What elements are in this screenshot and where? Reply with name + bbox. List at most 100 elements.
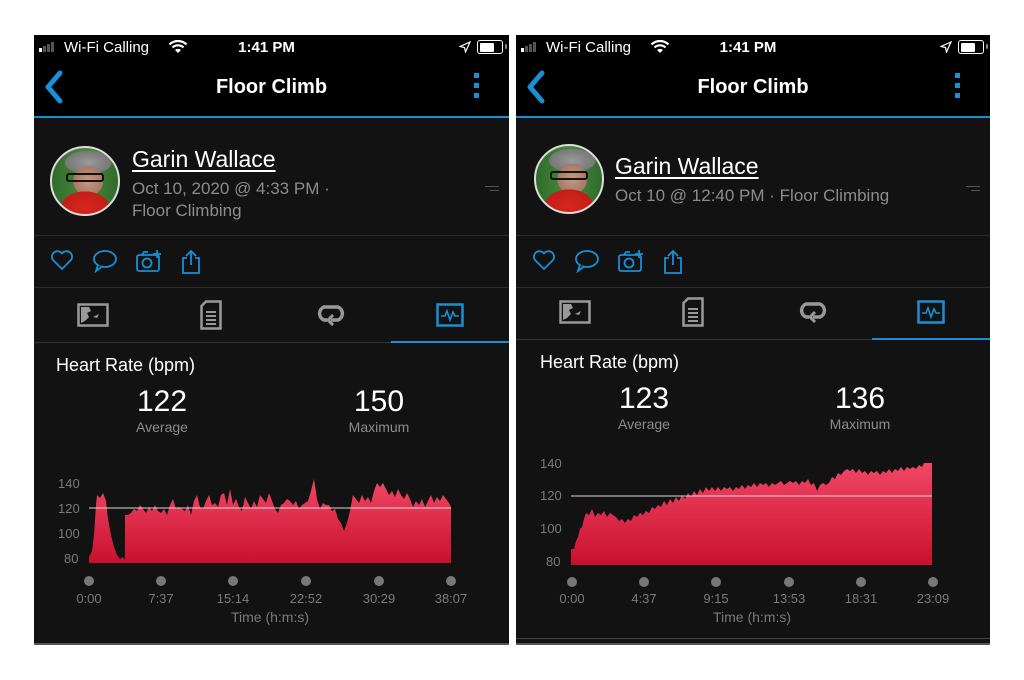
back-button[interactable] <box>524 69 548 105</box>
hr-maximum-value: 136 <box>834 382 886 415</box>
activity-type: Floor Climbing <box>132 201 242 220</box>
hr-average: 123 Average <box>584 382 704 432</box>
cellular-signal-icon <box>521 42 536 52</box>
heart-rate-chart[interactable]: 140 120 100 80 0:00 7:37 15:14 22:52 30:… <box>34 465 509 645</box>
svg-text:100: 100 <box>58 526 80 541</box>
cellular-signal-icon <box>39 42 54 52</box>
hr-maximum-label: Maximum <box>829 416 891 432</box>
svg-text:140: 140 <box>58 476 80 491</box>
svg-text:80: 80 <box>546 554 560 569</box>
charts-icon <box>917 299 945 324</box>
activity-header: Garin Wallace Oct 10 @ 12:40 PM · Floor … <box>516 118 990 236</box>
action-bar <box>516 236 990 288</box>
charts-icon <box>436 302 464 327</box>
nav-bar: Floor Climb <box>34 59 509 118</box>
svg-text:4:37: 4:37 <box>631 591 656 606</box>
svg-text:0:00: 0:00 <box>76 591 101 606</box>
location-arrow-icon <box>459 41 471 53</box>
wifi-icon <box>650 40 670 53</box>
comment-icon[interactable] <box>574 249 600 273</box>
battery-icon <box>477 40 507 54</box>
details-icon <box>682 297 704 327</box>
phone-screen-left: Wi-Fi Calling 1:41 PM Floor Climb Garin … <box>34 35 509 645</box>
svg-text:120: 120 <box>58 501 80 516</box>
more-options-button[interactable] <box>474 73 479 98</box>
heart-rate-title: Heart Rate (bpm) <box>56 355 196 375</box>
hr-maximum: 150 Maximum <box>319 385 439 435</box>
svg-text:30:29: 30:29 <box>363 591 396 606</box>
laps-icon <box>317 305 345 326</box>
details-icon <box>200 300 222 330</box>
nav-bar: Floor Climb <box>516 59 990 118</box>
x-axis-title: Time (h:m:s) <box>713 609 791 625</box>
activity-date: Oct 10, 2020 @ 4:33 PM · <box>132 179 330 198</box>
x-axis-labels: 0:00 4:37 9:15 13:53 18:31 23:09 <box>559 591 949 606</box>
x-axis-ticks <box>567 577 938 587</box>
user-name-link[interactable]: Garin Wallace <box>615 153 759 179</box>
svg-text:80: 80 <box>64 551 78 566</box>
heart-icon[interactable] <box>532 249 556 271</box>
page-title: Floor Climb <box>215 76 328 98</box>
svg-text:18:31: 18:31 <box>845 591 878 606</box>
activity-meta: Oct 10, 2020 @ 4:33 PM · Floor Climbing <box>132 178 432 222</box>
user-name-link[interactable]: Garin Wallace <box>132 146 276 172</box>
tab-laps[interactable] <box>272 288 390 342</box>
svg-text:100: 100 <box>540 521 562 536</box>
hr-area <box>571 463 932 565</box>
tab-map[interactable] <box>34 288 152 342</box>
avatar[interactable] <box>50 146 120 216</box>
device-icon <box>966 186 980 192</box>
tab-details[interactable] <box>634 285 752 339</box>
share-icon[interactable] <box>662 249 684 275</box>
back-button[interactable] <box>42 69 66 105</box>
clock: 1:41 PM <box>719 39 777 56</box>
clock: 1:41 PM <box>238 39 295 56</box>
hr-average-label: Average <box>618 416 670 432</box>
page-title: Floor Climb <box>697 76 809 98</box>
svg-text:7:37: 7:37 <box>148 591 173 606</box>
carrier-label: Wi-Fi Calling <box>546 39 632 56</box>
svg-text:38:07: 38:07 <box>435 591 468 606</box>
add-photo-icon[interactable] <box>135 249 163 273</box>
y-axis-labels: 140 120 100 80 <box>540 456 562 569</box>
heart-rate-chart[interactable]: 140 120 100 80 0:00 4:37 9:15 13:53 18:3… <box>516 455 990 635</box>
tab-charts[interactable] <box>391 288 509 343</box>
svg-text:9:15: 9:15 <box>703 591 728 606</box>
tab-details[interactable] <box>152 288 270 342</box>
heart-icon[interactable] <box>50 249 74 271</box>
svg-text:15:14: 15:14 <box>217 591 250 606</box>
hr-maximum-value: 150 <box>353 385 405 418</box>
svg-text:0:00: 0:00 <box>559 591 584 606</box>
map-icon <box>77 303 109 327</box>
tab-laps[interactable] <box>754 285 872 339</box>
map-icon <box>559 300 591 324</box>
add-photo-icon[interactable] <box>617 249 645 273</box>
location-arrow-icon <box>940 41 952 53</box>
x-axis-title: Time (h:m:s) <box>231 609 309 625</box>
share-icon[interactable] <box>180 249 202 275</box>
more-options-button[interactable] <box>955 73 960 98</box>
activity-header: Garin Wallace Oct 10, 2020 @ 4:33 PM · F… <box>34 118 509 236</box>
svg-text:140: 140 <box>540 456 562 471</box>
carrier-label: Wi-Fi Calling <box>64 39 150 56</box>
svg-text:23:09: 23:09 <box>917 591 950 606</box>
wifi-icon <box>168 40 188 53</box>
battery-icon <box>958 40 988 54</box>
hr-maximum-label: Maximum <box>348 419 410 435</box>
phone-screen-right: Wi-Fi Calling 1:41 PM Floor Climb Garin … <box>516 35 990 645</box>
x-axis-ticks <box>84 576 456 586</box>
comment-icon[interactable] <box>92 249 118 273</box>
laps-icon <box>799 302 827 323</box>
avatar[interactable] <box>534 144 604 214</box>
hr-average-value: 122 <box>136 385 188 418</box>
status-bar: Wi-Fi Calling 1:41 PM <box>34 35 509 59</box>
device-icon <box>485 186 499 192</box>
svg-text:22:52: 22:52 <box>290 591 323 606</box>
svg-text:120: 120 <box>540 488 562 503</box>
tab-charts[interactable] <box>872 285 990 340</box>
action-bar <box>34 236 509 288</box>
tab-map[interactable] <box>516 285 634 339</box>
activity-meta: Oct 10 @ 12:40 PM · Floor Climbing <box>615 185 955 207</box>
x-axis-labels: 0:00 7:37 15:14 22:52 30:29 38:07 <box>76 591 467 606</box>
status-bar: Wi-Fi Calling 1:41 PM <box>516 35 990 59</box>
